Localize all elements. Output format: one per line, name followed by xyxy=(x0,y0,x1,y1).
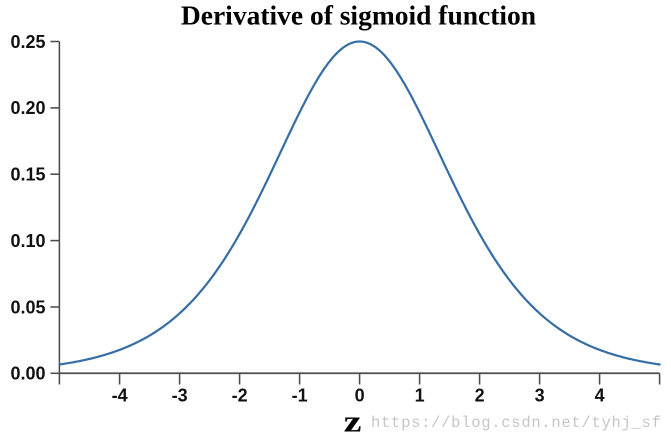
svg-text:3: 3 xyxy=(535,386,545,406)
svg-text:0: 0 xyxy=(355,386,365,406)
svg-text:0.25: 0.25 xyxy=(10,32,45,52)
svg-text:-1: -1 xyxy=(292,386,308,406)
svg-text:0.10: 0.10 xyxy=(10,231,45,251)
svg-text:0.05: 0.05 xyxy=(10,297,45,317)
svg-text:4: 4 xyxy=(595,386,605,406)
svg-text:https://blog.csdn.net/tyhj_sf: https://blog.csdn.net/tyhj_sf xyxy=(371,414,662,432)
svg-text:-4: -4 xyxy=(112,386,128,406)
svg-text:1: 1 xyxy=(415,386,425,406)
svg-text:-3: -3 xyxy=(172,386,188,406)
svg-text:z: z xyxy=(344,404,362,438)
svg-text:-2: -2 xyxy=(232,386,248,406)
svg-text:0.20: 0.20 xyxy=(10,98,45,118)
svg-text:0.00: 0.00 xyxy=(10,364,45,384)
svg-text:2: 2 xyxy=(475,386,485,406)
svg-text:Derivative of sigmoid function: Derivative of sigmoid function xyxy=(181,0,536,30)
svg-text:0.15: 0.15 xyxy=(10,165,45,185)
